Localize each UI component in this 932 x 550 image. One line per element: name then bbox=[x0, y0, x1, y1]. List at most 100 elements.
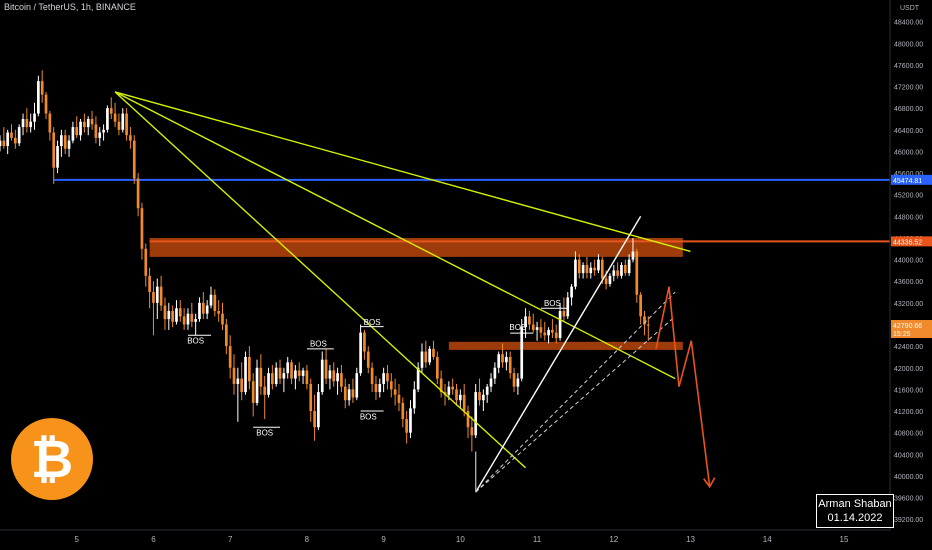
candle-body-97 bbox=[370, 367, 374, 384]
candle-body-98 bbox=[374, 383, 378, 393]
candle-body-78 bbox=[297, 370, 301, 376]
candle-body-125 bbox=[478, 392, 481, 401]
candles-layer bbox=[0, 70, 650, 452]
candle-body-103 bbox=[393, 389, 397, 395]
bitcoin-logo-icon: ₿ bbox=[11, 418, 93, 500]
bos-label-6: BOS bbox=[544, 299, 561, 308]
y-tick-17: 46000.00 bbox=[894, 149, 923, 156]
candle-body-39 bbox=[148, 275, 151, 293]
trendline-2 bbox=[114, 91, 527, 469]
candle-body-154 bbox=[589, 267, 593, 274]
candle-body-138 bbox=[528, 316, 531, 325]
price-label-bg-2 bbox=[891, 319, 932, 338]
candle-body-30 bbox=[113, 113, 117, 122]
candle-body-48 bbox=[182, 316, 186, 325]
candle-body-66 bbox=[251, 381, 255, 403]
candle-body-58 bbox=[221, 313, 224, 325]
candle-body-8 bbox=[29, 121, 33, 128]
candle-body-82 bbox=[313, 411, 316, 428]
candle-body-68 bbox=[259, 367, 263, 387]
x-tick-4: 9 bbox=[381, 535, 386, 544]
trendline-5 bbox=[475, 316, 676, 493]
candle-body-150 bbox=[574, 259, 577, 287]
annotations-layer: BOS BOS BOS BOS BOS BOS BOS bbox=[187, 299, 568, 438]
axis-unit: USDT bbox=[900, 5, 920, 12]
candle-body-65 bbox=[248, 356, 251, 382]
candle-body-50 bbox=[190, 313, 194, 322]
candle-body-160 bbox=[612, 270, 616, 276]
y-tick-14: 44800.00 bbox=[894, 214, 923, 221]
x-tick-1: 6 bbox=[151, 535, 156, 544]
y-tick-2: 40000.00 bbox=[894, 474, 923, 481]
y-tick-3: 40400.00 bbox=[894, 452, 923, 459]
candle-body-119 bbox=[455, 389, 458, 401]
candle-body-71 bbox=[271, 373, 274, 384]
y-tick-8: 42400.00 bbox=[894, 344, 923, 351]
candle-body-73 bbox=[278, 367, 282, 379]
candle-body-17 bbox=[63, 135, 67, 149]
candle-body-41 bbox=[155, 286, 159, 303]
candle-body-93 bbox=[355, 373, 359, 398]
candle-body-91 bbox=[347, 389, 351, 401]
candle-body-35 bbox=[132, 140, 136, 179]
candle-body-149 bbox=[570, 286, 573, 298]
candle-body-27 bbox=[102, 129, 105, 133]
candle-body-12 bbox=[44, 94, 48, 114]
candle-body-18 bbox=[67, 140, 71, 149]
candle-body-123 bbox=[470, 427, 474, 436]
candle-body-67 bbox=[255, 367, 259, 403]
candle-body-57 bbox=[217, 310, 221, 314]
candle-body-166 bbox=[635, 251, 639, 295]
zone-0 bbox=[149, 237, 683, 257]
candle-body-34 bbox=[129, 135, 132, 141]
candle-body-152 bbox=[581, 265, 585, 274]
y-tick-16: 45600.00 bbox=[894, 171, 923, 178]
y-tick-5: 41200.00 bbox=[894, 409, 923, 416]
trendline-3 bbox=[475, 215, 642, 493]
candle-body-70 bbox=[267, 373, 270, 395]
x-tick-8: 13 bbox=[686, 535, 695, 544]
x-tick-3: 8 bbox=[305, 535, 310, 544]
candle-body-77 bbox=[294, 370, 297, 379]
projection-layer bbox=[655, 286, 716, 489]
candle-body-44 bbox=[167, 310, 171, 320]
x-tick-2: 7 bbox=[228, 535, 233, 544]
candle-body-107 bbox=[409, 408, 412, 433]
candle-body-132 bbox=[505, 356, 508, 363]
candle-body-52 bbox=[198, 302, 201, 320]
horizontal-lines-layer bbox=[53, 178, 890, 243]
candle-body-161 bbox=[616, 270, 619, 276]
y-tick-21: 47600.00 bbox=[894, 63, 923, 70]
candle-body-62 bbox=[236, 378, 240, 384]
projection-path bbox=[655, 286, 711, 487]
candle-body-55 bbox=[209, 294, 213, 306]
candle-body-21 bbox=[79, 121, 82, 136]
candle-body-64 bbox=[244, 356, 247, 393]
candle-body-111 bbox=[424, 351, 428, 363]
candle-body-120 bbox=[459, 394, 462, 401]
candle-body-31 bbox=[117, 121, 121, 130]
y-tick-1: 39600.00 bbox=[894, 496, 923, 503]
candle-body-145 bbox=[554, 332, 558, 339]
candle-body-164 bbox=[627, 259, 631, 274]
candle-body-20 bbox=[75, 127, 79, 136]
candle-body-24 bbox=[90, 118, 94, 125]
price-countdown-2: 15:25 bbox=[893, 331, 911, 338]
candle-body-47 bbox=[178, 308, 182, 317]
candle-body-5 bbox=[17, 127, 21, 144]
candle-body-81 bbox=[309, 383, 313, 412]
candle-body-140 bbox=[535, 327, 539, 330]
bos-label-1: BOS bbox=[256, 429, 273, 438]
candle-body-26 bbox=[98, 132, 102, 138]
candle-body-113 bbox=[432, 348, 435, 357]
candle-body-151 bbox=[577, 259, 581, 274]
candle-body-126 bbox=[482, 394, 485, 401]
candle-body-130 bbox=[497, 354, 501, 368]
candle-body-124 bbox=[474, 392, 478, 436]
candle-body-142 bbox=[543, 332, 547, 336]
candle-body-40 bbox=[152, 292, 155, 303]
x-tick-10: 15 bbox=[840, 535, 849, 544]
candle-body-106 bbox=[405, 419, 408, 433]
y-tick-19: 46800.00 bbox=[894, 106, 923, 113]
